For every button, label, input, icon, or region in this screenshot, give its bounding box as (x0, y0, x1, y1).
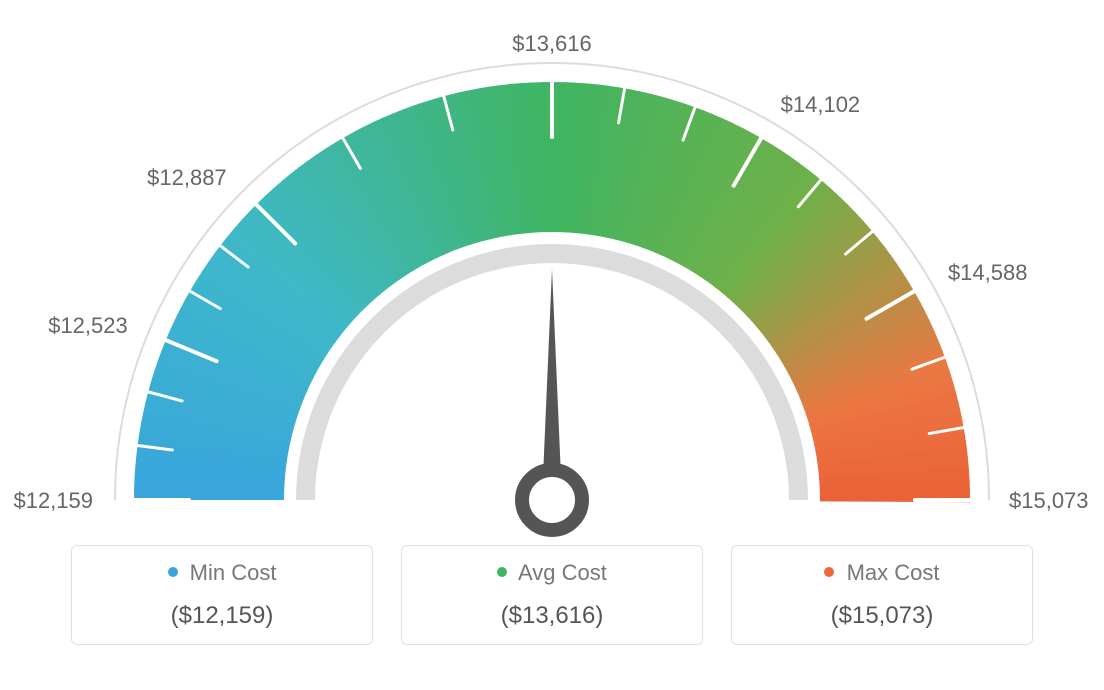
legend-card-avg: Avg Cost ($13,616) (401, 545, 703, 645)
legend-title-min: Min Cost (72, 560, 372, 586)
legend-value-max: ($15,073) (732, 602, 1032, 630)
legend-title-avg: Avg Cost (402, 560, 702, 586)
gauge-tick-label: $12,523 (38, 313, 128, 339)
legend-row: Min Cost ($12,159) Avg Cost ($13,616) Ma… (0, 540, 1104, 645)
dot-icon (168, 567, 178, 577)
gauge-tick-label: $12,159 (3, 488, 93, 514)
legend-value-avg: ($13,616) (402, 602, 702, 630)
gauge-tick-label: $12,887 (137, 165, 227, 191)
legend-title-max: Max Cost (732, 560, 1032, 586)
dot-icon (497, 567, 507, 577)
gauge-tick-label: $14,588 (948, 260, 1028, 286)
gauge-chart: $12,159 $12,523 $12,887 $13,616 $14,102 $14,5… (0, 0, 1104, 540)
legend-title-text: Avg Cost (518, 560, 607, 585)
legend-card-min: Min Cost ($12,159) (71, 545, 373, 645)
legend-title-text: Min Cost (190, 560, 277, 585)
dot-icon (824, 567, 834, 577)
legend-card-max: Max Cost ($15,073) (731, 545, 1033, 645)
gauge-tick-label: $15,073 (1009, 488, 1089, 514)
gauge-tick-label: $13,616 (507, 31, 597, 57)
gauge-svg (0, 0, 1104, 540)
legend-title-text: Max Cost (847, 560, 940, 585)
legend-value-min: ($12,159) (72, 602, 372, 630)
gauge-tick-label: $14,102 (781, 92, 861, 118)
